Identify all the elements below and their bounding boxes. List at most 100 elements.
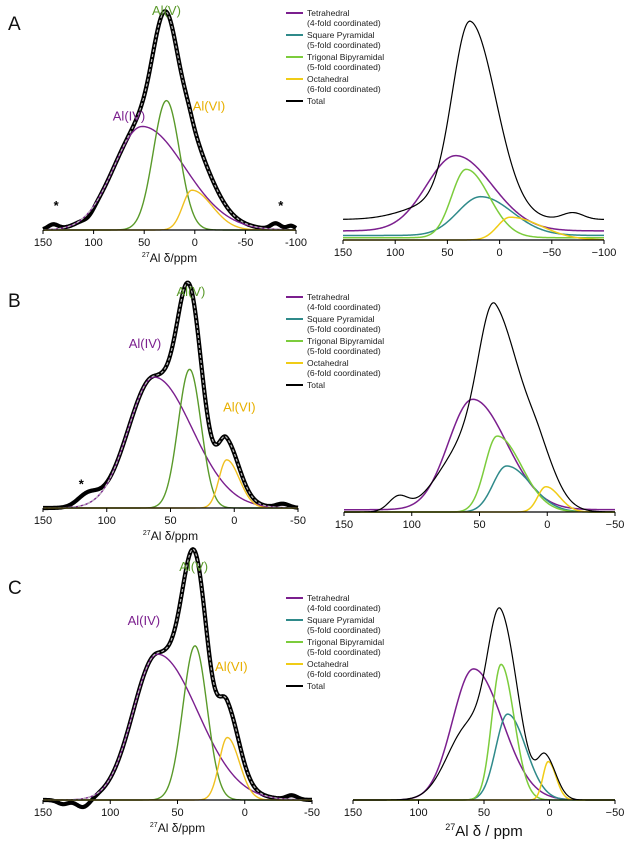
legend-entry: Square Pyramidal bbox=[307, 314, 375, 324]
legend-entry: Octahedral bbox=[307, 659, 349, 669]
legend-entry: (4-fold coordinated) bbox=[307, 18, 381, 28]
peak-annotation: Al(VI) bbox=[223, 400, 256, 415]
x-axis-title-isotope: 27 bbox=[143, 530, 151, 537]
component-alvi bbox=[43, 189, 296, 231]
peak-annotation: Al(V) bbox=[179, 559, 208, 574]
fit-envelope bbox=[43, 548, 313, 801]
spinning-sideband-marker: * bbox=[79, 477, 85, 492]
x-tick-label: 0 bbox=[544, 519, 550, 531]
x-tick-label: 150 bbox=[335, 519, 353, 531]
dft-component-sq bbox=[344, 465, 615, 513]
panel-label: C bbox=[8, 578, 22, 599]
x-tick-label: −100 bbox=[592, 247, 617, 259]
x-tick-label: 50 bbox=[478, 807, 490, 819]
dft-component-tet bbox=[344, 398, 615, 511]
dft-total bbox=[342, 20, 605, 220]
x-axis-title: 27Al δ / ppm bbox=[445, 822, 523, 840]
x-tick-label: -50 bbox=[237, 237, 253, 249]
component-alv bbox=[43, 645, 312, 801]
legend-entry: Square Pyramidal bbox=[307, 615, 375, 625]
x-axis-title: 27Al δ/ppm bbox=[150, 821, 205, 835]
panel-c-fit-chart: 150 100 50 0 -50 27Al δ/ppm C Al(IV) Al(V) Al(VI) bbox=[8, 547, 320, 835]
x-tick-label: 0 bbox=[192, 237, 198, 249]
x-tick-label: 100 bbox=[98, 515, 116, 527]
dft-component-tet bbox=[342, 154, 604, 232]
x-tick-label: 100 bbox=[101, 807, 119, 819]
x-tick-label: −50 bbox=[606, 807, 625, 819]
panel-b-fit-chart: 150 100 50 0 -50 27Al δ/ppm B Al(IV) Al(V) Al(VI)… bbox=[8, 280, 306, 543]
peak-annotation: Al(VI) bbox=[215, 659, 248, 674]
dft-component-tb bbox=[353, 663, 615, 801]
legend-entry: Octahedral bbox=[307, 74, 349, 84]
peak-annotation: Al(IV) bbox=[113, 109, 146, 124]
legend-entry: (5-fold coordinated) bbox=[307, 625, 381, 635]
panel-c-dft-chart: 150 100 50 0 −50 27Al δ / ppm Tetrahedral(4-fo… bbox=[286, 593, 624, 840]
legend-entry: Square Pyramidal bbox=[307, 30, 375, 40]
x-axis-title-text: Al δ/ppm bbox=[151, 529, 198, 543]
x-tick-label: 150 bbox=[334, 247, 352, 259]
legend-entry: Trigonal Bipyramidal bbox=[307, 52, 384, 62]
experimental-spectrum bbox=[41, 9, 298, 232]
experimental-spectrum bbox=[41, 547, 314, 810]
x-axis-title-text: Al δ / ppm bbox=[455, 823, 523, 840]
panel-a-dft-chart: 150 100 50 0 −50 −100 Tetrahedral(4-fold coord… bbox=[286, 8, 616, 259]
x-axis-title: 27Al δ/ppm bbox=[143, 529, 198, 543]
peak-annotation: Al(V) bbox=[152, 3, 181, 18]
peak-annotation: Al(V) bbox=[176, 284, 205, 299]
legend-entry: Total bbox=[307, 380, 325, 390]
dft-total bbox=[353, 607, 615, 801]
x-tick-label: 100 bbox=[403, 519, 421, 531]
dft-component-tet bbox=[353, 668, 615, 801]
x-tick-label: -50 bbox=[304, 807, 320, 819]
x-tick-label: 0 bbox=[231, 515, 237, 527]
x-tick-label: 100 bbox=[84, 237, 102, 249]
x-tick-label: −50 bbox=[542, 247, 561, 259]
x-tick-label: 150 bbox=[34, 237, 52, 249]
panel-label: A bbox=[8, 14, 21, 35]
dft-component-sq bbox=[353, 713, 615, 801]
x-tick-label: 150 bbox=[344, 807, 362, 819]
legend-entry: Total bbox=[307, 681, 325, 691]
x-axis-title: 27Al δ/ppm bbox=[142, 251, 197, 265]
legend-entry: Trigonal Bipyramidal bbox=[307, 637, 384, 647]
x-tick-label: -50 bbox=[290, 515, 306, 527]
legend-entry: Tetrahedral bbox=[307, 8, 350, 18]
x-tick-label: 50 bbox=[441, 247, 453, 259]
legend-entry: (4-fold coordinated) bbox=[307, 603, 381, 613]
legend-entry: (5-fold coordinated) bbox=[307, 40, 381, 50]
component-alv bbox=[43, 99, 296, 231]
component-aliv bbox=[42, 125, 297, 231]
x-tick-label: 0 bbox=[242, 807, 248, 819]
dft-component-tb bbox=[343, 168, 604, 239]
legend-entry: (6-fold coordinated) bbox=[307, 368, 381, 378]
legend-entry: (6-fold coordinated) bbox=[307, 84, 381, 94]
legend-entry: (5-fold coordinated) bbox=[307, 324, 381, 334]
legend-entry: Tetrahedral bbox=[307, 292, 350, 302]
legend-entry: (5-fold coordinated) bbox=[307, 346, 381, 356]
x-tick-label: 0 bbox=[546, 807, 552, 819]
legend-entry: Total bbox=[307, 96, 325, 106]
x-axis-title-isotope: 27 bbox=[445, 822, 455, 832]
x-tick-label: −50 bbox=[606, 519, 625, 531]
legend-entry: (5-fold coordinated) bbox=[307, 62, 381, 72]
panel-a-fit-chart: 150 100 50 0 -50 -100 27Al δ/ppm A Al(IV) Al(V) Al… bbox=[8, 3, 307, 265]
component-aliv bbox=[43, 653, 313, 801]
dft-component-oct bbox=[353, 760, 615, 801]
x-tick-label: 150 bbox=[34, 807, 52, 819]
dft-total bbox=[344, 302, 616, 513]
x-axis-title-text: Al δ/ppm bbox=[158, 821, 205, 835]
x-tick-label: 50 bbox=[138, 237, 150, 249]
spinning-sideband-marker: * bbox=[278, 198, 284, 213]
legend-entry: (6-fold coordinated) bbox=[307, 669, 381, 679]
x-tick-label: 0 bbox=[497, 247, 503, 259]
legend-entry: Trigonal Bipyramidal bbox=[307, 336, 384, 346]
x-tick-label: 100 bbox=[409, 807, 427, 819]
x-tick-label: 50 bbox=[171, 807, 183, 819]
dft-component-tb bbox=[344, 435, 615, 513]
peak-annotation: Al(VI) bbox=[193, 99, 226, 114]
x-tick-label: 50 bbox=[164, 515, 176, 527]
x-tick-label: 150 bbox=[34, 515, 52, 527]
x-axis-title-isotope: 27 bbox=[150, 822, 158, 829]
x-tick-label: 100 bbox=[386, 247, 404, 259]
